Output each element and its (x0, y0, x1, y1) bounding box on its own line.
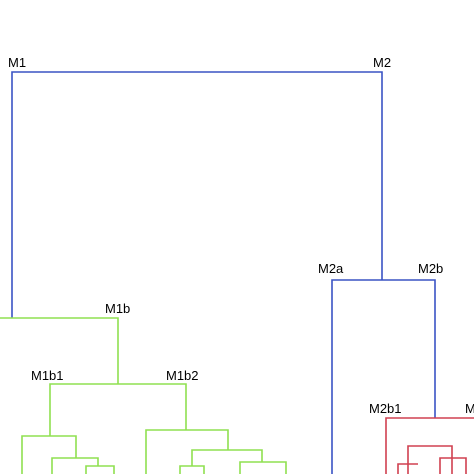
branch (407, 445, 453, 474)
node-label: M1 (8, 55, 26, 70)
node-label: M (465, 401, 474, 416)
node-label: M1b1 (31, 368, 64, 383)
node-label: M1b (105, 301, 130, 316)
branch (331, 279, 436, 474)
branch (397, 463, 418, 474)
node-label: M2a (318, 261, 344, 276)
blue-branches (11, 71, 436, 474)
branch (179, 465, 205, 474)
labels: M1 M2 M2a M2b M1b M1b1 M1b2 M2b1 M (8, 55, 474, 416)
branch (239, 461, 287, 474)
branch (439, 457, 467, 474)
node-label: M2b (418, 261, 443, 276)
branch (11, 71, 383, 318)
node-label: M1b2 (166, 368, 199, 383)
branch (191, 449, 263, 466)
green-branches (0, 317, 287, 474)
branch (85, 465, 115, 474)
red-branches (385, 417, 474, 474)
branch (385, 417, 474, 474)
branch (49, 383, 187, 436)
branch (21, 435, 77, 474)
node-label: M2b1 (369, 401, 402, 416)
branch (51, 457, 99, 474)
branch (145, 429, 229, 474)
branch (0, 317, 119, 384)
node-label: M2 (373, 55, 391, 70)
